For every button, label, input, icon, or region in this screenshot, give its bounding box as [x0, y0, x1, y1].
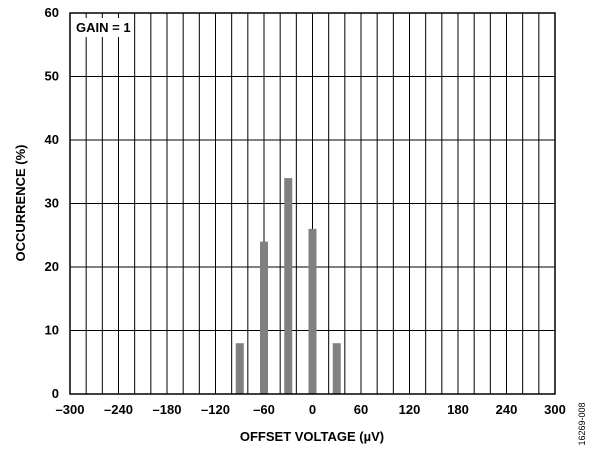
x-tick-labels: –300 –240 –180 –120 –60 0 60 120 180 240 300 [56, 402, 566, 417]
x-tick-label: –60 [253, 402, 275, 417]
x-tick-label: 60 [354, 402, 368, 417]
y-tick-label: 0 [52, 386, 59, 401]
y-tick-label: 40 [45, 132, 59, 147]
bar [332, 343, 341, 394]
x-tick-label: 180 [447, 402, 469, 417]
bar [308, 228, 317, 394]
plot-frame [69, 12, 556, 395]
y-tick-label: 60 [45, 5, 59, 20]
bar [260, 241, 268, 394]
x-tick-label: –240 [104, 402, 133, 417]
bar [284, 178, 293, 394]
x-tick-label: –180 [153, 402, 182, 417]
x-tick-label: 120 [399, 402, 421, 417]
figure-id: 16269-008 [577, 402, 587, 445]
y-tick-labels: 0 10 20 30 40 50 60 [45, 5, 59, 401]
x-tick-label: –300 [56, 402, 85, 417]
bar [235, 343, 244, 394]
y-axis-label: OCCURRENCE (%) [13, 145, 28, 262]
y-tick-label: 50 [45, 69, 59, 84]
gain-annotation: GAIN = 1 [76, 20, 131, 35]
bars-group [235, 178, 341, 394]
x-tick-label: 0 [309, 402, 316, 417]
y-tick-label: 20 [45, 259, 59, 274]
annotation-background [73, 18, 134, 37]
x-tick-label: 300 [544, 402, 566, 417]
x-tick-label: 240 [496, 402, 518, 417]
y-tick-label: 30 [45, 196, 59, 211]
y-tick-label: 10 [45, 323, 59, 338]
x-axis-label: OFFSET VOLTAGE (µV) [240, 429, 384, 444]
x-tick-label: –120 [201, 402, 230, 417]
